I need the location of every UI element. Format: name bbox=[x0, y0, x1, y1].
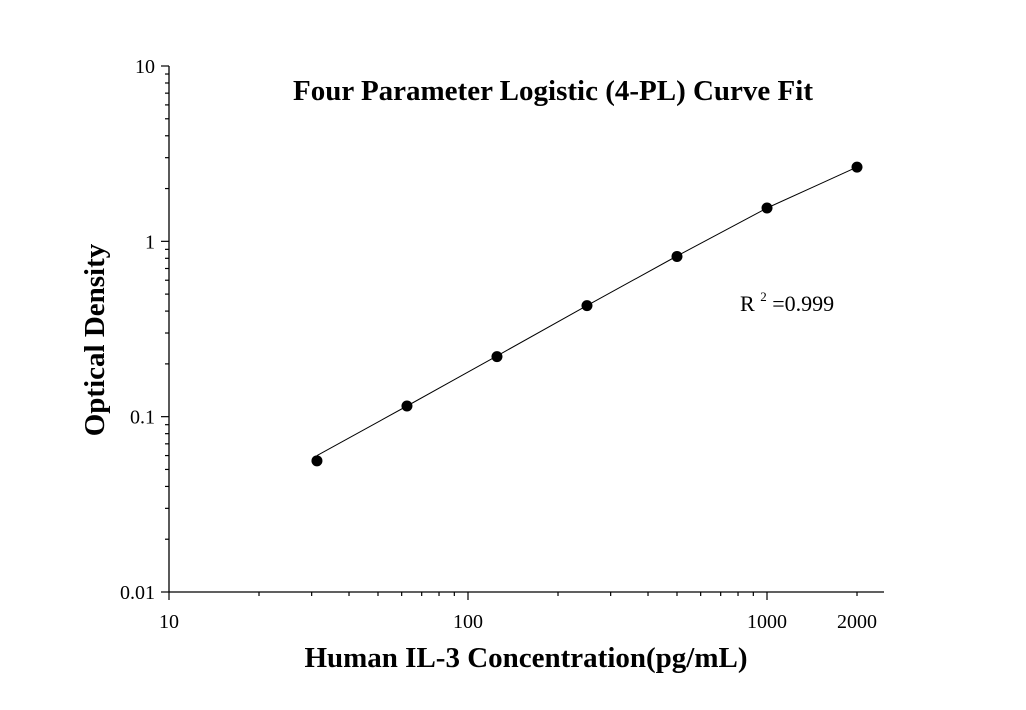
y-axis-ticks: 0.01 0.1 1 10 bbox=[120, 56, 169, 604]
r-squared-superscript: 2 bbox=[760, 289, 767, 304]
data-point bbox=[581, 300, 593, 312]
data-point bbox=[671, 250, 683, 262]
r-squared-value: =0.999 bbox=[772, 291, 834, 316]
data-point bbox=[311, 455, 323, 467]
y-tick-label: 10 bbox=[135, 56, 155, 78]
y-tick-label: 0.1 bbox=[130, 407, 155, 429]
y-axis-label: Optical Density bbox=[79, 243, 111, 436]
y-tick-label: 1 bbox=[145, 231, 155, 253]
data-point bbox=[401, 400, 413, 412]
x-tick-label: 2000 bbox=[837, 611, 877, 633]
data-point bbox=[761, 202, 773, 214]
data-point bbox=[491, 351, 503, 363]
data-point bbox=[851, 161, 863, 173]
x-tick-label: 100 bbox=[453, 611, 483, 633]
data-points bbox=[311, 161, 863, 467]
x-axis-label: Human IL-3 Concentration(pg/mL) bbox=[304, 642, 747, 674]
x-tick-label: 10 bbox=[159, 611, 179, 633]
r-squared-annotation: R 2 =0.999 bbox=[740, 281, 834, 316]
chart-title: Four Parameter Logistic (4-PL) Curve Fit bbox=[293, 75, 813, 107]
x-tick-label: 1000 bbox=[747, 611, 787, 633]
axes bbox=[168, 66, 884, 593]
fit-curve bbox=[316, 166, 858, 457]
y-tick-label: 0.01 bbox=[120, 582, 155, 604]
x-axis-ticks: 10 100 1000 2000 bbox=[159, 592, 877, 633]
r-squared-prefix: R bbox=[740, 291, 755, 316]
